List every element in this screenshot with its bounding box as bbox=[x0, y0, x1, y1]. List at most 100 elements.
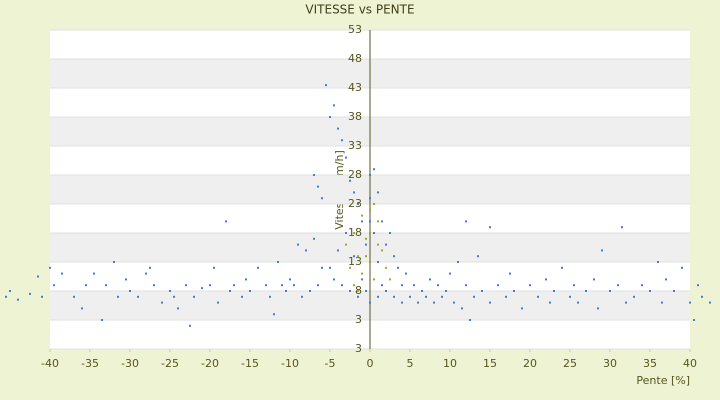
point bbox=[529, 284, 531, 287]
point bbox=[569, 295, 571, 298]
point bbox=[505, 295, 507, 298]
point bbox=[405, 272, 407, 275]
point bbox=[37, 275, 39, 278]
point bbox=[513, 290, 515, 292]
point bbox=[477, 255, 479, 258]
x-tick-label: 0 bbox=[367, 357, 374, 370]
point bbox=[249, 290, 251, 292]
y-tick-label: 53 bbox=[348, 23, 362, 36]
point bbox=[709, 301, 711, 304]
point bbox=[377, 295, 379, 298]
point bbox=[681, 266, 683, 269]
point bbox=[545, 278, 547, 281]
point bbox=[361, 214, 363, 217]
point bbox=[373, 168, 375, 171]
point bbox=[537, 295, 539, 298]
point bbox=[281, 284, 283, 287]
point bbox=[369, 197, 371, 200]
x-tick-label: -25 bbox=[161, 357, 179, 370]
x-tick-label: -20 bbox=[201, 357, 219, 370]
point bbox=[225, 220, 227, 223]
point bbox=[409, 295, 411, 298]
point bbox=[113, 261, 115, 263]
point bbox=[401, 284, 403, 287]
x-tick-label: 15 bbox=[483, 357, 497, 370]
x-tick-label: -40 bbox=[41, 357, 59, 370]
point bbox=[357, 255, 359, 258]
point bbox=[149, 266, 151, 269]
point bbox=[185, 284, 187, 287]
point bbox=[489, 301, 491, 304]
point bbox=[361, 220, 363, 223]
point bbox=[465, 284, 467, 287]
point bbox=[241, 295, 243, 298]
point bbox=[265, 284, 267, 287]
point bbox=[469, 319, 471, 321]
point bbox=[93, 272, 95, 275]
point bbox=[473, 295, 475, 298]
point bbox=[449, 272, 451, 275]
x-tick-label: 35 bbox=[643, 357, 657, 370]
point bbox=[305, 249, 307, 252]
point bbox=[105, 284, 107, 287]
y-tick-label: 33 bbox=[348, 139, 362, 152]
point bbox=[365, 290, 367, 292]
point bbox=[617, 284, 619, 287]
point bbox=[353, 255, 355, 258]
x-tick-label: -35 bbox=[81, 357, 99, 370]
point bbox=[349, 179, 351, 182]
point bbox=[373, 232, 375, 234]
x-tick-label: 30 bbox=[603, 357, 617, 370]
point bbox=[417, 301, 419, 304]
point bbox=[345, 232, 347, 234]
y-tick-label: 3 bbox=[355, 342, 362, 355]
point bbox=[345, 243, 347, 246]
point bbox=[453, 301, 455, 304]
point bbox=[333, 278, 335, 281]
point bbox=[273, 313, 275, 316]
point bbox=[349, 290, 351, 292]
point bbox=[337, 127, 339, 130]
point bbox=[585, 290, 587, 292]
point bbox=[313, 237, 315, 240]
point bbox=[317, 185, 319, 188]
point bbox=[161, 301, 163, 304]
point bbox=[365, 255, 367, 258]
point bbox=[213, 266, 215, 269]
x-tick-label: -5 bbox=[325, 357, 336, 370]
point bbox=[201, 287, 203, 290]
x-tick-label: -30 bbox=[121, 357, 139, 370]
point bbox=[353, 191, 355, 194]
point bbox=[361, 278, 363, 281]
point bbox=[189, 324, 191, 327]
x-tick-label: 40 bbox=[683, 357, 697, 370]
point bbox=[373, 278, 375, 281]
x-tick-label: 10 bbox=[443, 357, 457, 370]
point bbox=[297, 243, 299, 246]
point bbox=[365, 237, 367, 240]
point bbox=[457, 261, 459, 263]
point bbox=[377, 220, 379, 223]
point bbox=[381, 249, 383, 252]
point bbox=[125, 278, 127, 281]
point bbox=[377, 243, 379, 246]
point bbox=[361, 272, 363, 275]
point bbox=[481, 290, 483, 292]
point bbox=[269, 295, 271, 298]
point bbox=[389, 278, 391, 281]
point bbox=[177, 307, 179, 310]
point bbox=[153, 284, 155, 287]
point bbox=[369, 261, 371, 263]
point bbox=[353, 284, 355, 287]
y-tick-label: 23 bbox=[348, 197, 362, 210]
point bbox=[601, 249, 603, 252]
point bbox=[597, 307, 599, 310]
point bbox=[325, 84, 327, 87]
point bbox=[377, 261, 379, 263]
point bbox=[633, 295, 635, 298]
point bbox=[129, 290, 131, 292]
point bbox=[369, 301, 371, 304]
point bbox=[393, 255, 395, 258]
point bbox=[333, 104, 335, 107]
